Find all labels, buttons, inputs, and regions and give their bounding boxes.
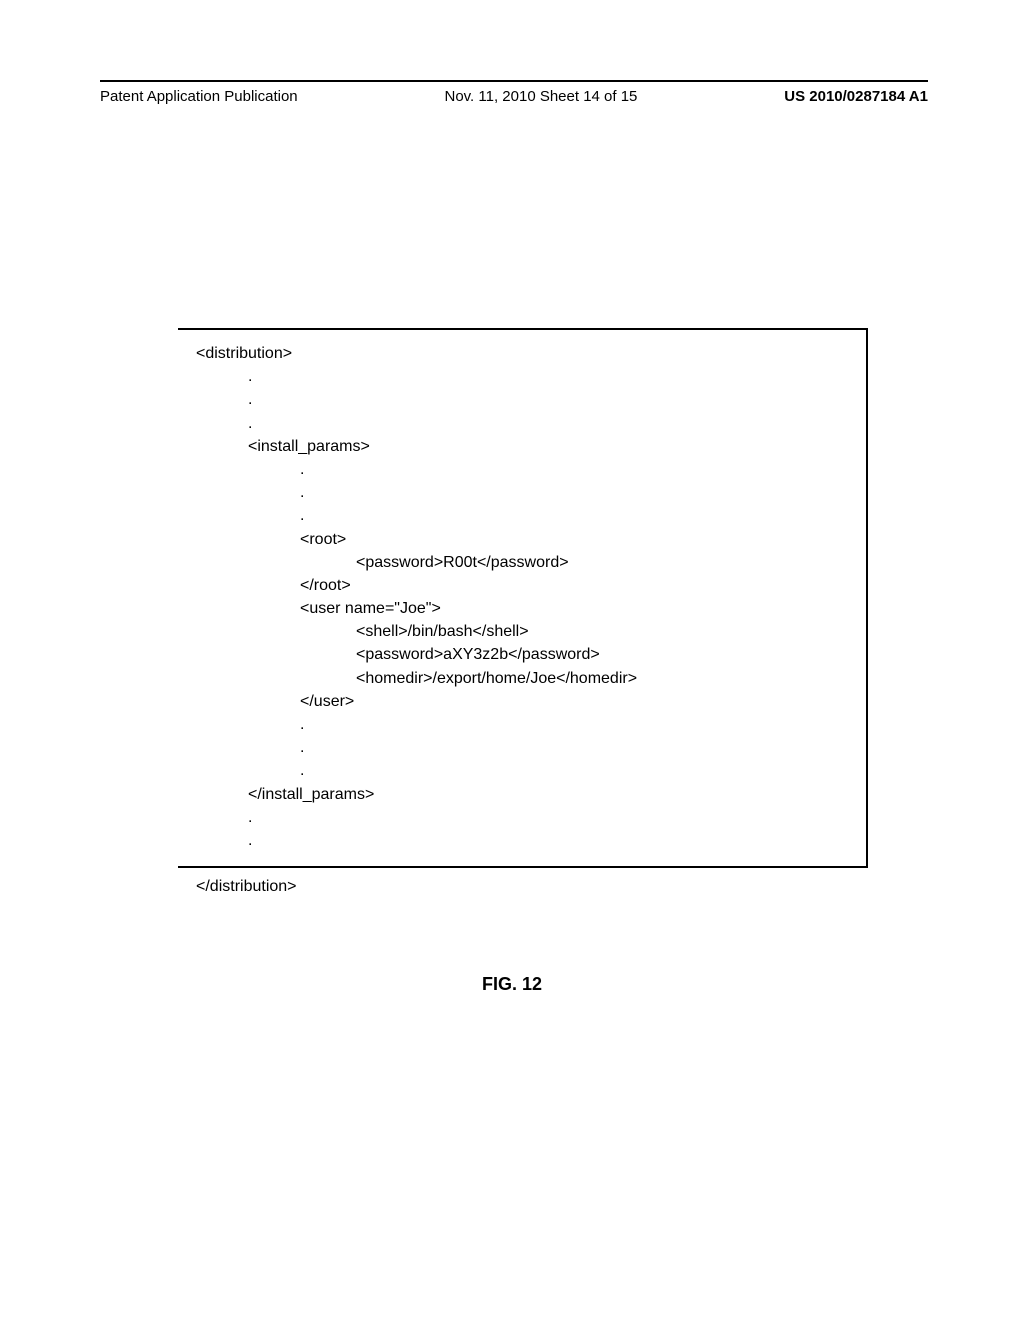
code-line: <install_params> (248, 435, 848, 458)
code-line: . (300, 759, 848, 782)
code-line: <homedir>/export/home/Joe</homedir> (356, 667, 848, 690)
code-line: . (248, 829, 848, 852)
code-line: . (248, 852, 848, 875)
page-header: Patent Application Publication Nov. 11, … (100, 88, 928, 105)
header-mid: Nov. 11, 2010 Sheet 14 of 15 (444, 88, 637, 105)
header-left: Patent Application Publication (100, 88, 298, 105)
figure-label: FIG. 12 (0, 974, 1024, 995)
code-line: </distribution> (196, 875, 848, 898)
code-line: . (300, 481, 848, 504)
header-rule (100, 80, 928, 82)
code-line: <distribution> (196, 342, 848, 365)
code-line: . (248, 388, 848, 411)
code-line: </user> (300, 690, 848, 713)
code-snippet-box: <distribution> . . . <install_params> . … (178, 328, 868, 868)
code-line: . (248, 806, 848, 829)
code-line: </root> (300, 574, 848, 597)
code-line: . (300, 736, 848, 759)
code-line: . (300, 458, 848, 481)
code-line: . (248, 412, 848, 435)
code-line: <root> (300, 528, 848, 551)
header-right: US 2010/0287184 A1 (784, 88, 928, 105)
code-line: . (248, 365, 848, 388)
code-line: <shell>/bin/bash</shell> (356, 620, 848, 643)
code-line: . (300, 713, 848, 736)
patent-page: Patent Application Publication Nov. 11, … (0, 0, 1024, 1320)
code-line: <user name="Joe"> (300, 597, 848, 620)
code-line: <password>R00t</password> (356, 551, 848, 574)
code-line: . (300, 504, 848, 527)
code-line: </install_params> (248, 783, 848, 806)
code-line: <password>aXY3z2b</password> (356, 643, 848, 666)
